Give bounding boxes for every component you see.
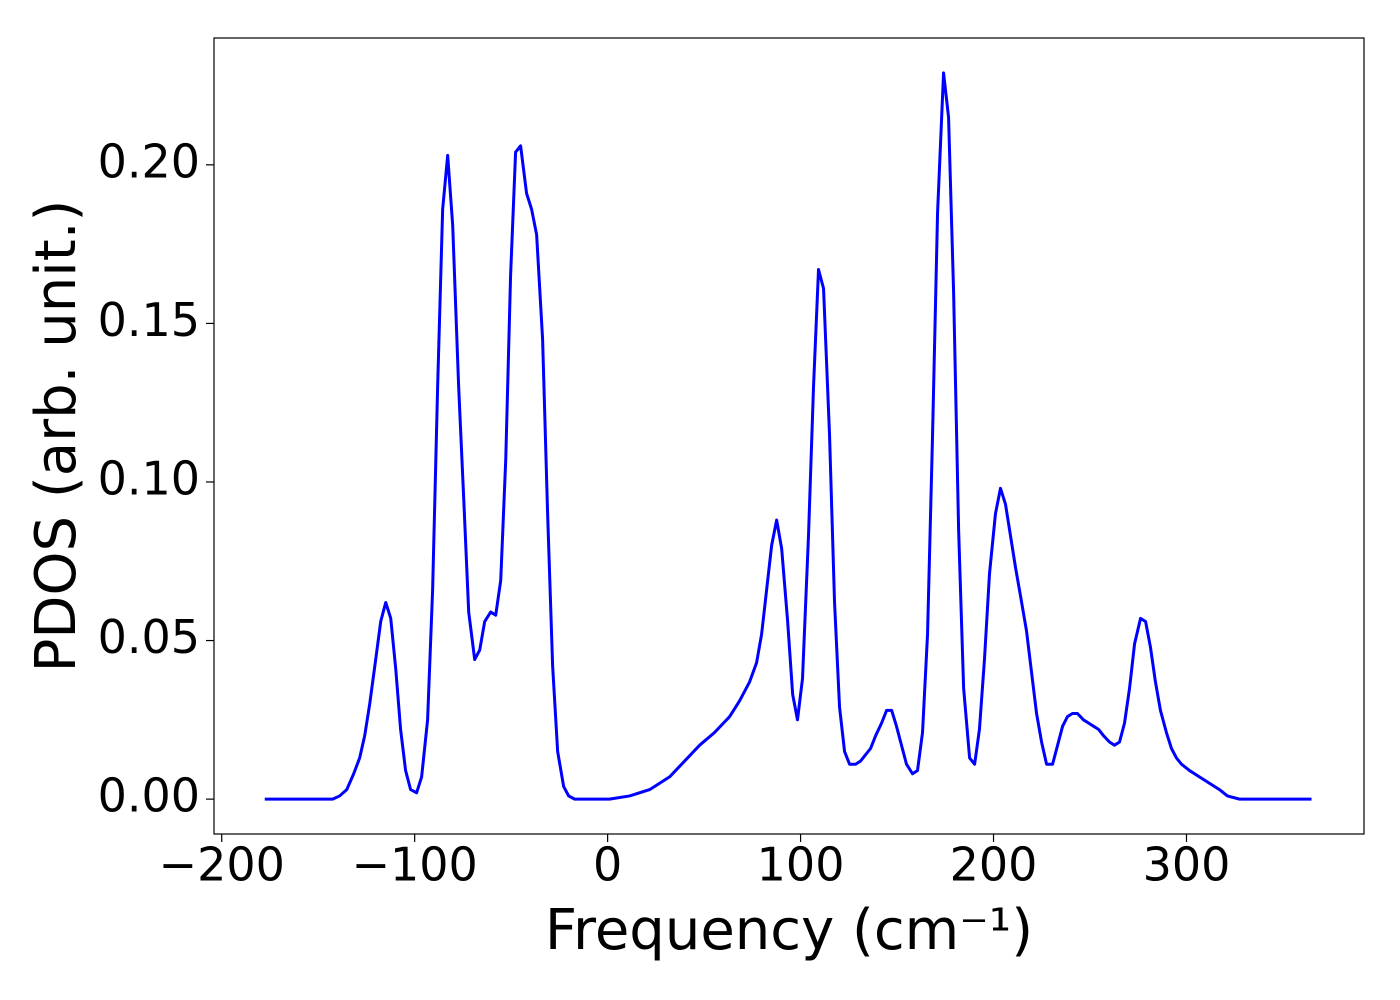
y-tick-label: 0.05 xyxy=(98,610,200,664)
y-tick-label: 0.10 xyxy=(98,451,200,505)
y-axis-label: PDOS (arb. unit.) xyxy=(24,200,89,673)
y-tick-label: 0.15 xyxy=(98,293,200,347)
y-tick-label: 0.20 xyxy=(98,134,200,188)
x-tick-label: 300 xyxy=(1143,838,1231,892)
pdos-line xyxy=(264,71,1312,801)
x-tick-label: −200 xyxy=(159,838,285,892)
x-tick-label: 200 xyxy=(950,838,1038,892)
x-tick-label: 0 xyxy=(593,838,622,892)
plot-frame xyxy=(213,37,1365,835)
x-axis-label: Frequency (cm⁻¹) xyxy=(545,898,1033,963)
x-tick-label: −100 xyxy=(351,838,477,892)
x-tick-label: 100 xyxy=(757,838,845,892)
y-tick-label: 0.00 xyxy=(98,769,200,823)
